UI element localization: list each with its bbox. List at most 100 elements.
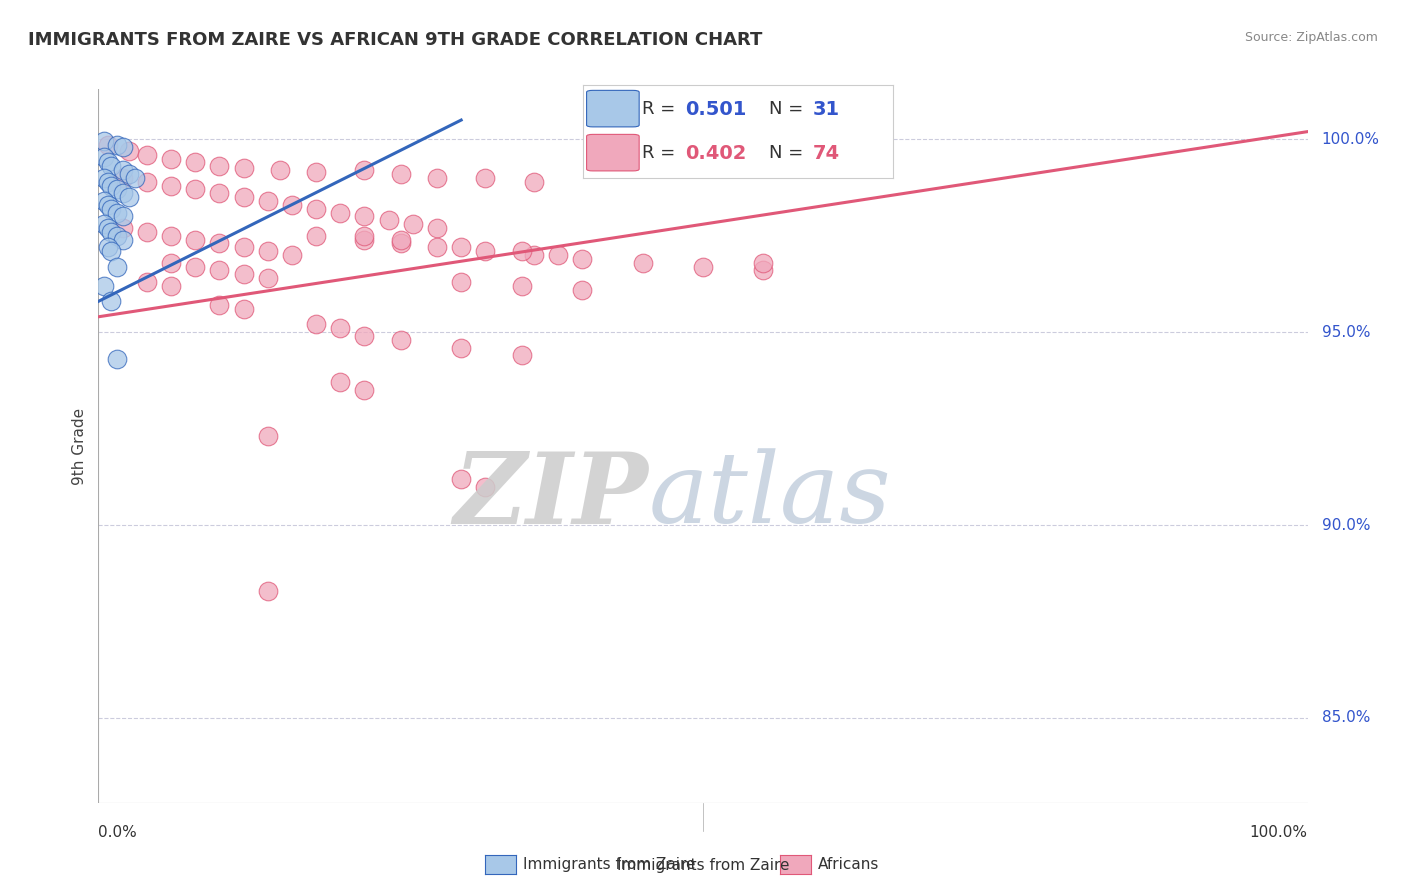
Text: 85.0%: 85.0% bbox=[1322, 710, 1369, 725]
Point bbox=[281, 248, 304, 262]
Point bbox=[97, 221, 120, 235]
Text: 100.0%: 100.0% bbox=[1250, 825, 1308, 840]
Point bbox=[329, 205, 352, 219]
Point bbox=[135, 225, 157, 239]
Point bbox=[97, 240, 120, 254]
Point bbox=[389, 333, 412, 347]
Point bbox=[426, 240, 449, 254]
Point bbox=[353, 233, 375, 247]
Text: atlas: atlas bbox=[648, 449, 891, 543]
Text: 31: 31 bbox=[813, 100, 839, 119]
Point bbox=[232, 240, 254, 254]
Point bbox=[232, 161, 254, 176]
Y-axis label: 9th Grade: 9th Grade bbox=[72, 408, 87, 484]
Point bbox=[510, 244, 533, 259]
Point bbox=[256, 583, 278, 598]
Point bbox=[184, 233, 207, 247]
Point bbox=[474, 170, 496, 185]
Point bbox=[111, 163, 134, 178]
Point bbox=[269, 163, 291, 178]
Point bbox=[100, 225, 122, 239]
Point bbox=[389, 233, 412, 247]
Point bbox=[353, 228, 375, 243]
Text: Immigrants from Zaire: Immigrants from Zaire bbox=[617, 858, 789, 873]
Text: 0.0%: 0.0% bbox=[98, 825, 138, 840]
Text: Immigrants from Zaire: Immigrants from Zaire bbox=[523, 857, 696, 871]
FancyBboxPatch shape bbox=[586, 135, 640, 171]
Point bbox=[135, 175, 157, 189]
Point bbox=[97, 175, 120, 189]
Point bbox=[100, 159, 122, 173]
Point bbox=[135, 148, 157, 162]
Point bbox=[208, 236, 231, 251]
Point bbox=[105, 260, 128, 274]
Point bbox=[184, 155, 207, 169]
Text: Source: ZipAtlas.com: Source: ZipAtlas.com bbox=[1244, 31, 1378, 45]
Text: N =: N = bbox=[769, 145, 808, 162]
Point bbox=[232, 301, 254, 316]
Point bbox=[105, 182, 128, 196]
Point bbox=[752, 263, 775, 277]
Point bbox=[450, 472, 472, 486]
Point bbox=[305, 318, 328, 332]
Point bbox=[547, 248, 569, 262]
Point bbox=[208, 159, 231, 173]
Point bbox=[474, 244, 496, 259]
Point bbox=[100, 294, 122, 309]
Point bbox=[97, 138, 120, 153]
Point bbox=[510, 348, 533, 362]
Text: ZIP: ZIP bbox=[454, 448, 648, 544]
Point bbox=[118, 190, 141, 204]
Point bbox=[256, 244, 278, 259]
Point bbox=[93, 150, 115, 164]
Point bbox=[93, 170, 115, 185]
Point bbox=[692, 260, 714, 274]
Point bbox=[426, 221, 449, 235]
Point bbox=[93, 134, 115, 148]
Point bbox=[100, 178, 122, 193]
Point bbox=[118, 167, 141, 181]
Text: R =: R = bbox=[643, 100, 682, 118]
Text: 0.501: 0.501 bbox=[686, 100, 747, 119]
Point bbox=[329, 376, 352, 390]
Point bbox=[510, 279, 533, 293]
Point bbox=[160, 152, 183, 166]
Point bbox=[474, 479, 496, 493]
Text: 0.402: 0.402 bbox=[686, 144, 747, 162]
Point bbox=[93, 279, 115, 293]
Point bbox=[523, 175, 546, 189]
Point bbox=[450, 341, 472, 355]
Point bbox=[111, 221, 134, 235]
Point bbox=[184, 260, 207, 274]
Point bbox=[232, 190, 254, 204]
Point bbox=[111, 233, 134, 247]
Point bbox=[389, 167, 412, 181]
Point bbox=[100, 244, 122, 259]
Point bbox=[93, 217, 115, 231]
Text: IMMIGRANTS FROM ZAIRE VS AFRICAN 9TH GRADE CORRELATION CHART: IMMIGRANTS FROM ZAIRE VS AFRICAN 9TH GRA… bbox=[28, 31, 762, 49]
Point bbox=[93, 194, 115, 208]
Point bbox=[208, 298, 231, 312]
Point bbox=[232, 268, 254, 282]
Point bbox=[377, 213, 399, 227]
Point bbox=[631, 256, 654, 270]
FancyBboxPatch shape bbox=[586, 90, 640, 127]
Point bbox=[389, 236, 412, 251]
Text: 90.0%: 90.0% bbox=[1322, 517, 1369, 533]
Point bbox=[111, 170, 134, 185]
Point bbox=[135, 275, 157, 289]
Point bbox=[111, 186, 134, 201]
Point bbox=[105, 352, 128, 367]
Point bbox=[329, 321, 352, 335]
Point bbox=[353, 163, 375, 178]
Point bbox=[752, 256, 775, 270]
Point bbox=[97, 198, 120, 212]
Point bbox=[111, 210, 134, 224]
Point bbox=[281, 198, 304, 212]
Text: Africans: Africans bbox=[818, 857, 880, 871]
Point bbox=[105, 228, 128, 243]
Point bbox=[571, 252, 593, 266]
Point bbox=[160, 279, 183, 293]
Point bbox=[402, 217, 425, 231]
Point bbox=[305, 228, 328, 243]
